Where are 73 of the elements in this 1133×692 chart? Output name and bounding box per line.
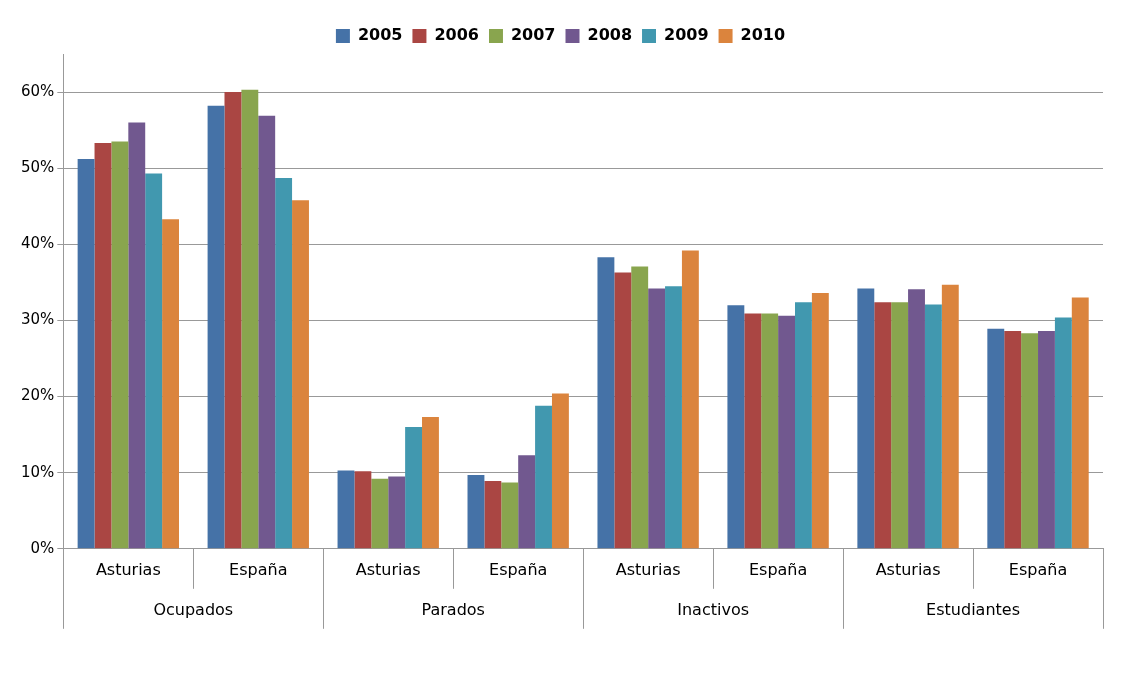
bar	[665, 286, 682, 549]
legend-label: 2006	[434, 25, 479, 45]
bar	[648, 288, 666, 549]
x-tick-label: Asturias	[355, 559, 421, 579]
bar	[77, 159, 95, 549]
bar	[207, 105, 225, 549]
bar	[292, 200, 309, 549]
bar	[924, 304, 942, 549]
bar	[857, 288, 875, 549]
x-tick-label: España	[1008, 559, 1068, 579]
bar	[727, 305, 745, 549]
x-tick-label: Asturias	[95, 559, 161, 579]
y-tick-label: 20%	[21, 386, 55, 405]
y-tick-label: 0%	[30, 538, 55, 557]
legend-label: 2007	[510, 25, 556, 45]
legend-label: 2009	[664, 25, 709, 45]
bar	[405, 427, 423, 549]
y-tick-label: 60%	[21, 81, 55, 100]
legend-label: 2008	[587, 25, 633, 45]
y-tick-label: 10%	[21, 462, 55, 481]
bar	[1004, 331, 1022, 549]
bar	[681, 250, 699, 549]
bar	[111, 141, 129, 549]
bar	[518, 455, 536, 549]
bar	[354, 471, 372, 549]
bar	[551, 393, 569, 549]
bar	[128, 122, 146, 549]
bar	[224, 92, 242, 549]
bar	[275, 178, 293, 549]
bar	[778, 315, 795, 549]
bar	[1054, 317, 1072, 549]
bar	[614, 272, 632, 549]
bar	[162, 219, 179, 549]
bar	[941, 284, 959, 549]
bar	[631, 266, 649, 549]
text: Ocupados	[153, 599, 234, 619]
legend-label: 2010	[740, 25, 786, 45]
bar	[908, 289, 925, 549]
y-tick-label: 40%	[21, 234, 55, 253]
bar	[501, 482, 519, 549]
bar	[422, 417, 439, 549]
bar	[744, 313, 762, 549]
x-tick-label: España	[229, 559, 288, 579]
x-tick-label: España	[748, 559, 808, 579]
x-tick-label: España	[489, 559, 548, 579]
bar	[811, 293, 829, 549]
bar	[535, 405, 552, 549]
bar	[597, 257, 615, 549]
x-tick-label: Asturias	[875, 559, 941, 579]
bar	[258, 115, 276, 549]
text: Parados	[421, 599, 485, 619]
bar	[874, 302, 892, 549]
bar	[1071, 297, 1089, 549]
bar	[987, 328, 1005, 549]
bar	[467, 474, 485, 549]
bar	[1038, 331, 1055, 549]
bar	[1021, 333, 1039, 549]
bar	[795, 302, 812, 549]
bar	[891, 302, 909, 549]
x-tick-label: Asturias	[615, 559, 681, 579]
y-tick-label: 30%	[21, 310, 55, 329]
y-tick-label: 50%	[21, 158, 55, 177]
bar	[761, 313, 779, 549]
bar	[388, 476, 406, 549]
bar	[371, 478, 389, 549]
bar	[94, 143, 112, 549]
text: Inactivos	[677, 599, 750, 619]
bar	[484, 481, 502, 549]
text: Estudiantes	[926, 599, 1020, 619]
bar	[337, 470, 355, 549]
bar	[241, 89, 259, 549]
legend-label: 2005	[357, 25, 403, 45]
bar	[145, 173, 163, 549]
